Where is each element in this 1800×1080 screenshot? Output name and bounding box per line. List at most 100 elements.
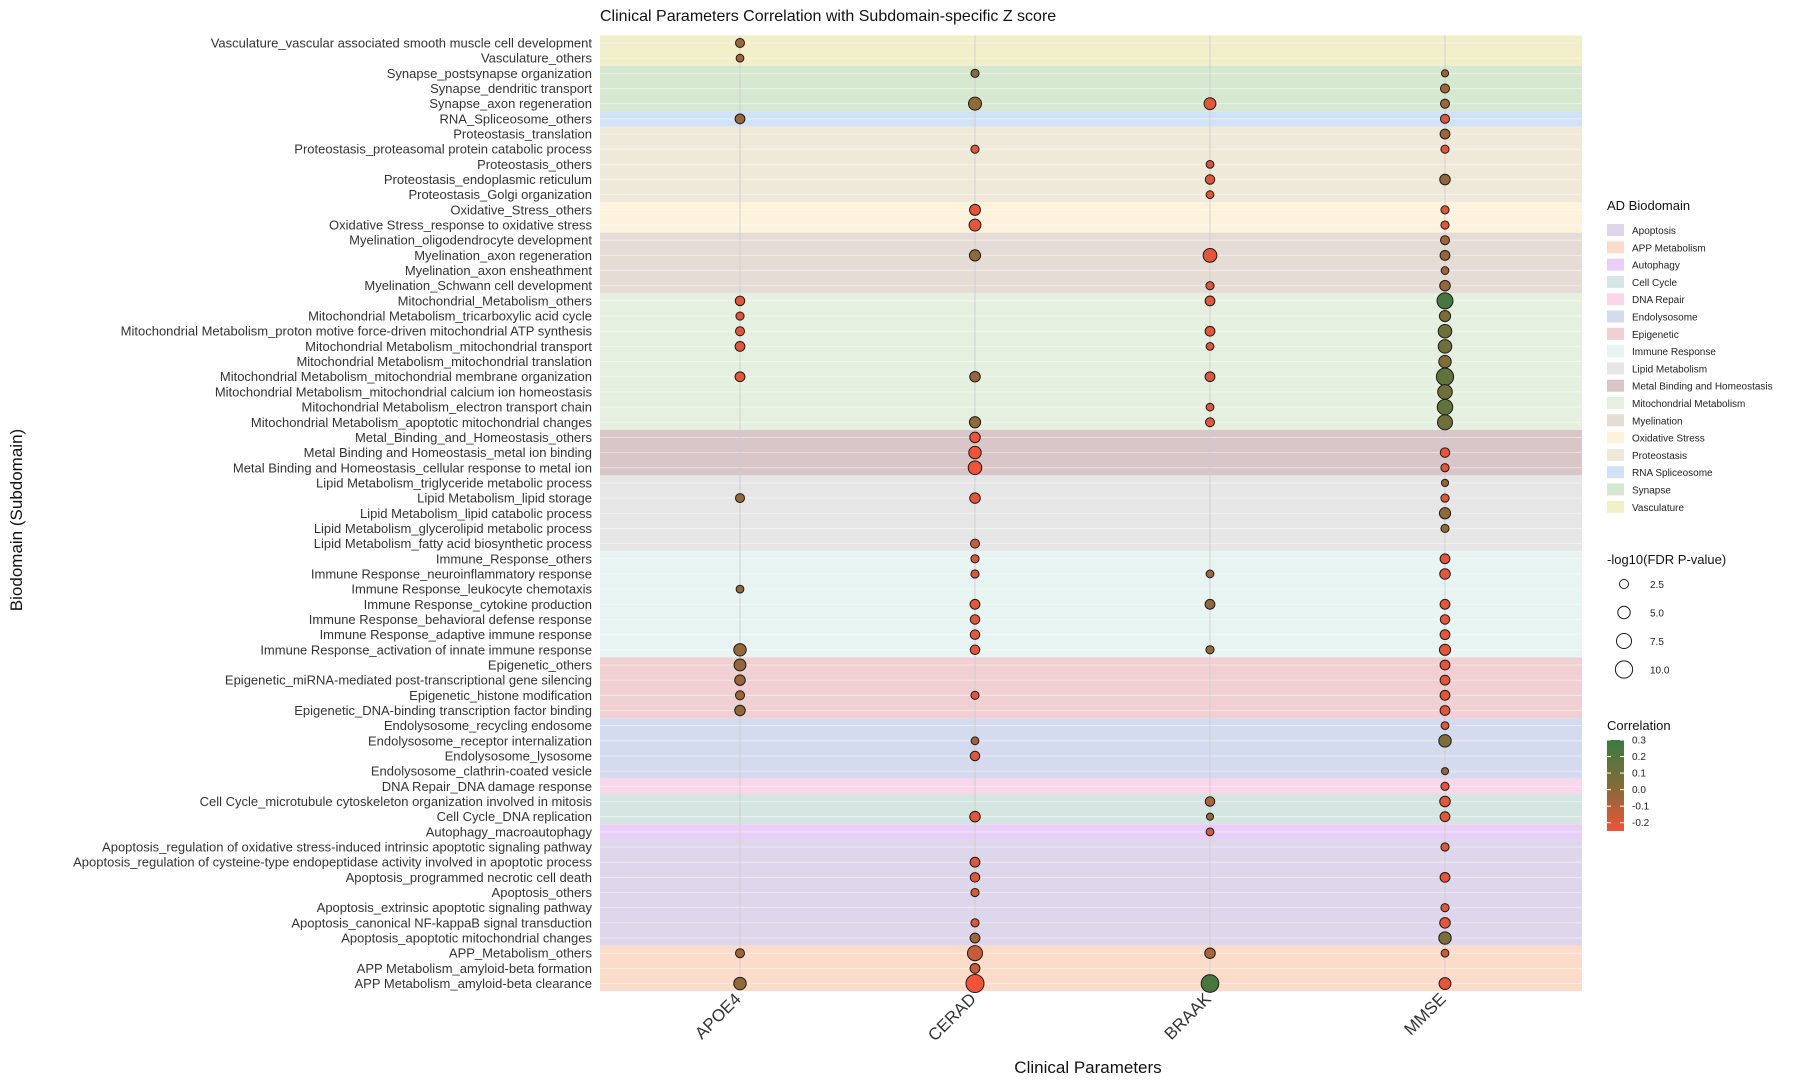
data-point bbox=[1439, 598, 1451, 610]
y-axis-title: Biodomain (Subdomain) bbox=[7, 429, 26, 611]
data-point bbox=[1439, 83, 1451, 94]
data-point bbox=[1438, 931, 1452, 945]
data-point bbox=[734, 690, 746, 701]
data-point bbox=[969, 872, 981, 883]
y-tick-label: Immune Response_cytokine production bbox=[364, 597, 592, 612]
data-point bbox=[734, 371, 746, 383]
data-point bbox=[1204, 371, 1216, 383]
data-point bbox=[969, 538, 981, 549]
data-point bbox=[1436, 398, 1454, 416]
data-point bbox=[734, 674, 746, 686]
data-point bbox=[968, 96, 982, 111]
biodomain-band bbox=[600, 202, 1582, 233]
y-tick-label: Vasculature_others bbox=[481, 51, 593, 66]
legend-swatch bbox=[1607, 431, 1624, 444]
legend-swatch bbox=[1607, 414, 1624, 427]
data-point bbox=[734, 493, 746, 504]
data-point bbox=[1439, 659, 1451, 671]
data-point bbox=[1204, 796, 1216, 807]
y-tick-label: Lipid Metabolism_glycerolipid metabolic … bbox=[314, 521, 593, 536]
data-point bbox=[1439, 128, 1451, 140]
y-tick-label: Mitochondrial Metabolism_mitochondrial t… bbox=[305, 339, 592, 354]
y-tick-label: Immune Response_neuroinflammatory respon… bbox=[311, 566, 592, 581]
biodomain-band bbox=[600, 35, 1582, 66]
y-tick-label: RNA_Spliceosome_others bbox=[440, 111, 593, 126]
data-point bbox=[1203, 97, 1217, 111]
data-point bbox=[1202, 248, 1218, 263]
y-tick-label: Endolysosome_clathrin-coated vesicle bbox=[371, 764, 592, 779]
data-point bbox=[1204, 295, 1216, 307]
chart-title: Clinical Parameters Correlation with Sub… bbox=[600, 8, 1056, 25]
y-tick-label: Endolysosome_lysosome bbox=[445, 748, 592, 763]
colorbar-label: 0.2 bbox=[1632, 752, 1646, 763]
y-tick-label: Apoptosis_others bbox=[492, 885, 593, 900]
data-point bbox=[966, 945, 984, 962]
data-point bbox=[1439, 553, 1451, 565]
data-point bbox=[733, 658, 747, 672]
data-point bbox=[1205, 569, 1215, 579]
data-point bbox=[969, 431, 981, 444]
y-tick-label: Proteostasis_endoplasmic reticulum bbox=[384, 172, 592, 187]
y-tick-label: Mitochondrial Metabolism_tricarboxylic a… bbox=[308, 309, 592, 324]
legend-label: Lipid Metabolism bbox=[1632, 364, 1707, 375]
data-point bbox=[1440, 493, 1450, 503]
y-tick-label: APP Metabolism_amyloid-beta formation bbox=[357, 961, 592, 976]
data-point bbox=[735, 53, 745, 63]
data-point bbox=[969, 962, 981, 974]
legend-label: RNA Spliceosome bbox=[1632, 468, 1713, 479]
colorbar-label: -0.2 bbox=[1632, 818, 1650, 829]
data-point bbox=[734, 704, 746, 717]
y-tick-label: Myelination_oligodendrocyte development bbox=[349, 233, 592, 248]
x-axis-title: Clinical Parameters bbox=[1014, 1058, 1161, 1077]
y-tick-labels: Vasculature_vascular associated smooth m… bbox=[73, 36, 592, 992]
data-point bbox=[968, 445, 982, 460]
y-tick-label: Mitochondrial Metabolism_apoptotic mitoc… bbox=[251, 415, 593, 430]
y-tick-label: Lipid Metabolism_lipid storage bbox=[417, 491, 592, 506]
data-point bbox=[735, 311, 745, 321]
legend-label: Synapse bbox=[1632, 486, 1671, 497]
biodomain-band bbox=[600, 232, 1582, 294]
y-tick-label: Metal_Binding_and_Homeostasis_others bbox=[355, 430, 593, 445]
data-point bbox=[965, 974, 985, 994]
correlation-colorbar bbox=[1607, 740, 1624, 831]
legend-label: APP Metabolism bbox=[1632, 243, 1706, 254]
data-point bbox=[1440, 781, 1450, 791]
data-point bbox=[970, 887, 980, 898]
data-point bbox=[1436, 292, 1454, 310]
y-tick-label: Proteostasis_proteasomal protein catabol… bbox=[294, 142, 592, 157]
data-point bbox=[970, 918, 980, 928]
data-point bbox=[1439, 629, 1451, 641]
data-point bbox=[734, 341, 746, 352]
biodomain-band bbox=[600, 657, 1582, 719]
size-legend-label: 2.5 bbox=[1650, 580, 1664, 591]
data-point bbox=[970, 68, 980, 78]
data-point bbox=[733, 643, 747, 657]
data-point bbox=[968, 218, 982, 232]
data-point bbox=[969, 644, 981, 656]
y-tick-label: Apoptosis_regulation of oxidative stress… bbox=[102, 840, 592, 855]
y-tick-label: Mitochondrial_Metabolism_others bbox=[398, 293, 593, 308]
data-point bbox=[1204, 325, 1216, 337]
legend-swatch bbox=[1607, 362, 1624, 375]
biodomain-band bbox=[600, 718, 1582, 779]
size-legend: -log10(FDR P-value) 2.5 5.0 7.5 10.0 bbox=[1607, 552, 1726, 679]
data-point bbox=[1439, 173, 1451, 186]
data-point bbox=[970, 569, 980, 579]
data-point bbox=[1439, 98, 1451, 109]
data-point bbox=[1205, 190, 1215, 200]
data-point bbox=[1204, 417, 1216, 428]
y-tick-label: Immune_Response_others bbox=[436, 551, 593, 566]
data-point bbox=[1440, 69, 1450, 78]
biodomain-band bbox=[600, 793, 1582, 825]
legend-swatch bbox=[1607, 379, 1624, 392]
data-point bbox=[969, 629, 981, 640]
legend-label: Epigenetic bbox=[1632, 330, 1679, 341]
colorbar-label: -0.1 bbox=[1632, 802, 1650, 813]
legend-label: Myelination bbox=[1632, 416, 1683, 427]
y-tick-label: Synapse_axon regeneration bbox=[429, 96, 592, 111]
size-legend-circle bbox=[1618, 578, 1630, 590]
data-point bbox=[1439, 235, 1451, 246]
data-point bbox=[1439, 249, 1451, 261]
data-point bbox=[1204, 947, 1216, 959]
data-point bbox=[969, 598, 981, 610]
